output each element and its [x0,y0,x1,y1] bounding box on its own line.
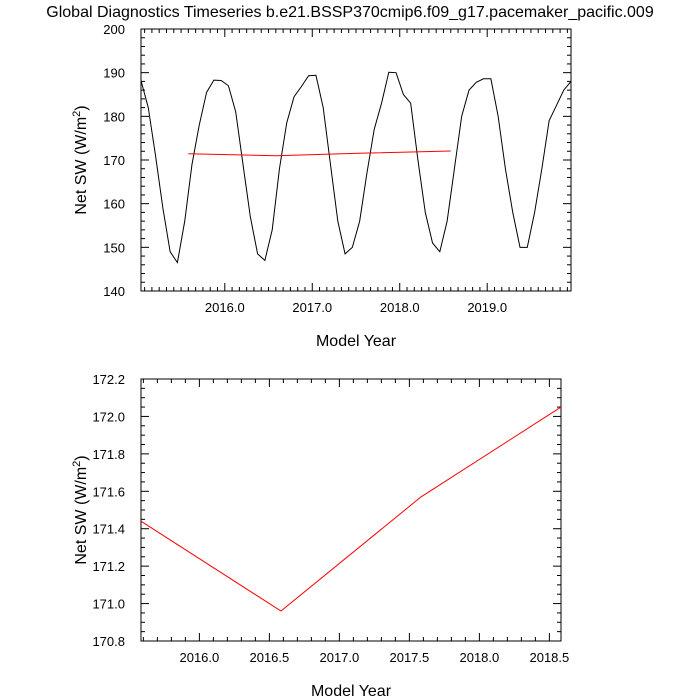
x-tick-label: 2016.0 [205,300,245,315]
y-axis-label: Net SW (W/m2) [71,105,90,214]
y-tick-label: 171.2 [92,559,125,574]
plot-frame [140,378,562,642]
y-axis-label: Net SW (W/m2) [71,455,90,564]
y-tick-label: 170 [103,153,125,168]
y-tick-label: 171.8 [92,447,125,462]
y-tick-label: 150 [103,240,125,255]
x-tick-label: 2016.0 [179,650,219,665]
x-tick-label: 2019.0 [467,300,507,315]
y-tick-label: 180 [103,109,125,124]
x-axis-label: Model Year [316,333,397,350]
y-tick-label: 172.2 [92,372,125,387]
y-tick-label: 200 [103,22,125,37]
x-tick-label: 2016.5 [249,650,289,665]
page-title: Global Diagnostics Timeseries b.e21.BSSP… [46,4,654,21]
y-tick-label: 172.0 [92,409,125,424]
chart-1: 2016.0 2017.0 2018.0 2019.0 140 150 160 170 180 1… [71,22,572,350]
x-tick-label: 2017.5 [389,650,429,665]
plot-frame [140,28,572,292]
x-tick-label: 2017.0 [292,300,332,315]
x-tick-label: 2018.5 [529,650,569,665]
y-tick-label: 171.4 [92,522,125,537]
y-tick-label: 160 [103,197,125,212]
x-tick-label: 2018.0 [459,650,499,665]
monthly-series-line [140,71,572,264]
y-tick-label: 171.6 [92,484,125,499]
annual-mean-line [188,150,451,157]
y-tick-label: 140 [103,284,125,299]
x-axis-label: Model Year [311,683,392,700]
chart-2: 2016.0 2016.5 2017.0 2017.5 2018.0 2018.5 170.… [71,372,569,700]
y-tick-label: 170.8 [92,634,125,649]
y-tick-label: 171.0 [92,597,125,612]
x-tick-label: 2018.0 [380,300,420,315]
annual-mean-line [140,406,562,612]
x-tick-label: 2017.0 [319,650,359,665]
y-tick-label: 190 [103,66,125,81]
